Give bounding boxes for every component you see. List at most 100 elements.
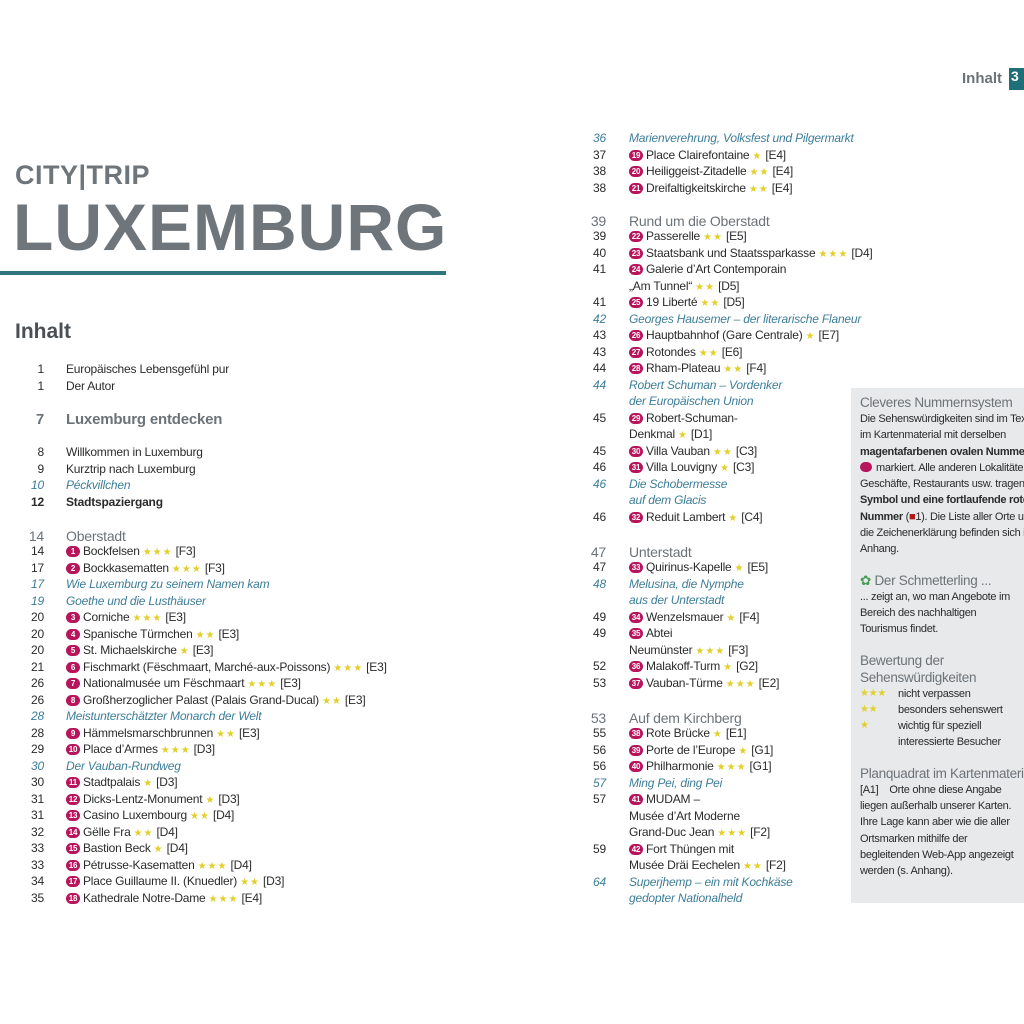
sight-number-badge: 2 — [66, 562, 80, 574]
map-grid-ref: [D3] — [193, 742, 215, 756]
title-rule — [0, 271, 446, 275]
map-grid-ref: [E4] — [772, 164, 793, 178]
page-number: 17 — [31, 577, 44, 591]
entry-title: Ming Pei, ding Pei — [629, 775, 723, 790]
entry-title: Robert-Schuman- — [646, 410, 738, 425]
entry-text: Marienverehrung, Volksfest und Pilgermar… — [629, 130, 854, 147]
entry-title: Hauptbahnhof (Gare Centrale) — [646, 328, 803, 342]
map-grid-ref: [F2] — [750, 825, 771, 839]
entry-title: Passerelle — [646, 229, 701, 243]
rating-stars-icon: ★★ — [712, 446, 733, 458]
rating-stars-icon: ★★ — [133, 827, 154, 839]
sight-number-badge: 37 — [629, 677, 643, 689]
entry-text: Grand-Duc Jean ★★★ [F2] — [629, 824, 770, 843]
entry-title: Superjhemp – ein mit Kochkäse — [629, 874, 793, 889]
rating-title: Bewertung der Sehenswürdigkeiten — [860, 652, 977, 685]
map-grid-ref: [F4] — [746, 361, 767, 375]
entry-text: Willkommen in Luxemburg — [66, 444, 203, 461]
entry-title: Nationalmusée um Fëschmaart — [83, 676, 245, 690]
entry-text: auf dem Glacis — [629, 492, 706, 509]
page-number: 14 — [31, 544, 44, 558]
entry-text: 19 Place Clairefontaine ★ [E4] — [629, 147, 786, 166]
rating-stars-icon: ★ — [205, 794, 216, 806]
page-number: 55 — [593, 726, 606, 740]
sight-number-badge: 24 — [629, 264, 643, 275]
rating-stars-icon: ★ — [143, 778, 154, 789]
sight-number-badge: 28 — [629, 363, 643, 374]
entry-title: Willkommen in Luxemburg — [66, 445, 203, 459]
entry-title: Quirinus-Kapelle — [646, 560, 732, 574]
rating-stars-icon: ★★ — [700, 298, 721, 309]
entry-text: 2 Bockkasematten ★★★ [F3] — [66, 560, 225, 579]
map-grid-ref: [C3] — [735, 443, 758, 458]
rating-item: ★ wichtig für speziell interessierte Besu… — [860, 718, 1024, 751]
entry-text: Oberstadt — [66, 525, 126, 547]
sight-number-badge: 32 — [629, 511, 643, 523]
sight-number-badge: 11 — [66, 777, 80, 788]
entry-title: Corniche — [83, 610, 130, 624]
sight-number-badge: 14 — [66, 826, 80, 838]
map-grid-ref: [F3] — [728, 642, 749, 657]
entry-text: 8 Großherzoglicher Palast (Palais Grand-D… — [66, 692, 366, 711]
entry-text: Ming Pei, ding Pei — [629, 775, 722, 792]
entry-title: Staatsbank und Staatssparkasse — [646, 245, 816, 260]
rating-stars-icon: ★★ — [749, 167, 770, 178]
sight-number-badge: 34 — [629, 611, 643, 623]
rating-stars-icon: ★★★ — [247, 679, 278, 690]
map-grid-ref: [D4] — [156, 824, 178, 839]
entry-title: Unterstadt — [629, 544, 692, 560]
entry-text: Goethe und die Lusthäuser — [66, 593, 206, 610]
entry-title: Gëlle Fra — [83, 824, 131, 839]
page-number: 12 — [31, 494, 44, 509]
page-number: 9 — [37, 461, 45, 476]
entry-text: 32 Reduit Lambert ★ [C4] — [629, 509, 763, 528]
entry-text: 39 Porte de l’Europe ★ [G1] — [629, 742, 773, 761]
page-number: 34 — [31, 874, 44, 888]
running-head: Inhalt — [962, 70, 1002, 87]
entry-text: 16 Pétrusse-Kasematten ★★★ [D4] — [66, 857, 252, 876]
entry-title: Spanische Türmchen — [83, 626, 193, 641]
entry-text: 23 Staatsbank und Staatssparkasse ★★★ [D4] — [629, 245, 873, 264]
numbering-text-3: markiert. Alle anderen Lokalitäten wie G… — [860, 461, 1024, 491]
sight-number-badge: 5 — [66, 645, 80, 656]
page-number: 3 — [1009, 68, 1024, 90]
entry-title: Abtei — [646, 626, 673, 640]
rating-stars-icon: ★ — [734, 563, 745, 574]
page-number: 59 — [593, 841, 606, 856]
page-number: 17 — [31, 560, 44, 575]
rating-stars-icon: ★ — [179, 646, 190, 657]
entry-title: Stadtspaziergang — [66, 494, 163, 509]
map-grid-ref: [G1] — [749, 759, 772, 773]
entry-title: Auf dem Kirchberg — [629, 710, 742, 726]
entry-text: 27 Rotondes ★★ [E6] — [629, 344, 742, 363]
entry-text: Kurztrip nach Luxemburg — [66, 461, 196, 478]
sight-number-badge: 42 — [629, 843, 643, 855]
butterfly-text: ... zeigt an, wo man Angebote im Bereich… — [860, 590, 1010, 636]
entry-title: Place Guillaume II. (Knuedler) — [83, 874, 238, 888]
rating-item: ★★ besonders sehenswert — [860, 702, 1024, 718]
page-number: 57 — [593, 775, 606, 790]
page-number: 49 — [593, 626, 606, 640]
brand-line-1: CITY|TRIP — [15, 160, 151, 190]
page-number: 36 — [593, 131, 606, 145]
map-grid-ref: [C3] — [733, 460, 755, 474]
entry-title: Denkmal — [629, 427, 675, 441]
page-number: 48 — [593, 576, 606, 591]
sight-number-badge: 39 — [629, 744, 643, 756]
entry-text: 18 Kathedrale Notre-Dame ★★★ [E4] — [66, 890, 262, 909]
sight-number-badge: 9 — [66, 727, 80, 739]
rating-stars-icon: ★★★ — [716, 762, 747, 773]
page-number: 30 — [31, 758, 44, 773]
page-number: 33 — [31, 841, 44, 855]
page-number: 40 — [593, 245, 606, 260]
page-number: 20 — [31, 643, 44, 657]
entry-title: aus der Unterstadt — [629, 593, 725, 607]
map-grid-ref: [E5] — [725, 229, 747, 243]
entry-title: Musée d’Art Moderne — [629, 808, 740, 823]
numbering-text-4: Symbol und eine fortlaufende rote Nummer — [860, 494, 1024, 523]
page-number: 41 — [593, 262, 606, 276]
page-number: 35 — [31, 890, 44, 905]
legend-box: Cleveres Nummernsystem Die Sehenswürdigk… — [851, 388, 1024, 903]
page-number: 47 — [593, 560, 606, 574]
rating-stars-icon: ★★ — [703, 232, 723, 243]
